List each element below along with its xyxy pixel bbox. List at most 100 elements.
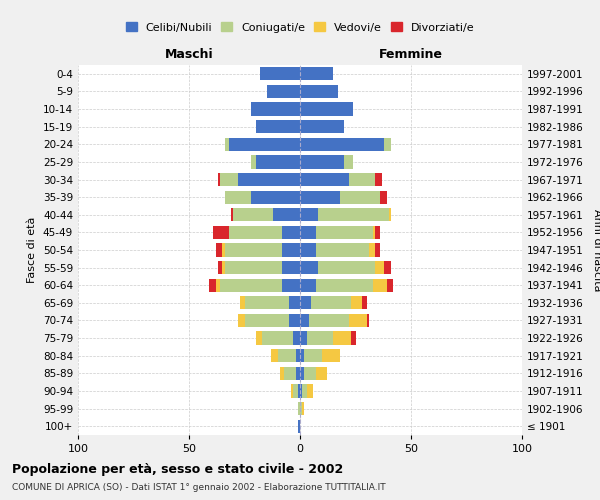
Bar: [316, 278, 373, 292]
Bar: [289, 296, 300, 310]
Bar: [322, 349, 340, 362]
Bar: [300, 278, 316, 292]
Bar: [334, 332, 351, 344]
Bar: [209, 278, 215, 292]
Bar: [318, 261, 376, 274]
Bar: [316, 366, 326, 380]
Bar: [300, 120, 344, 134]
Y-axis label: Anni di nascita: Anni di nascita: [592, 209, 600, 291]
Bar: [224, 138, 229, 151]
Bar: [293, 332, 300, 344]
Bar: [300, 85, 338, 98]
Bar: [284, 366, 296, 380]
Bar: [349, 173, 376, 186]
Bar: [300, 296, 311, 310]
Bar: [300, 332, 307, 344]
Bar: [316, 244, 369, 256]
Legend: Celibi/Nubili, Coniugati/e, Vedovi/e, Divorziati/e: Celibi/Nubili, Coniugati/e, Vedovi/e, Di…: [122, 19, 478, 36]
Bar: [376, 261, 385, 274]
Bar: [222, 261, 224, 274]
Bar: [304, 366, 316, 380]
Bar: [385, 261, 391, 274]
Bar: [385, 138, 391, 151]
Bar: [300, 261, 318, 274]
Bar: [291, 384, 293, 398]
Bar: [224, 244, 282, 256]
Bar: [344, 156, 353, 168]
Bar: [349, 314, 367, 327]
Bar: [386, 278, 393, 292]
Bar: [304, 349, 322, 362]
Bar: [300, 384, 302, 398]
Bar: [351, 332, 355, 344]
Bar: [278, 349, 296, 362]
Bar: [389, 208, 391, 222]
Bar: [218, 173, 220, 186]
Bar: [282, 244, 300, 256]
Bar: [309, 314, 349, 327]
Text: Femmine: Femmine: [379, 48, 443, 62]
Bar: [240, 296, 245, 310]
Bar: [222, 244, 224, 256]
Bar: [296, 349, 300, 362]
Bar: [229, 138, 300, 151]
Y-axis label: Fasce di età: Fasce di età: [28, 217, 37, 283]
Bar: [318, 208, 389, 222]
Bar: [224, 190, 251, 204]
Bar: [300, 173, 349, 186]
Bar: [300, 349, 304, 362]
Bar: [300, 156, 344, 168]
Bar: [280, 366, 284, 380]
Text: Maschi: Maschi: [164, 48, 214, 62]
Bar: [245, 314, 289, 327]
Bar: [300, 226, 316, 239]
Bar: [224, 261, 282, 274]
Bar: [300, 366, 304, 380]
Bar: [340, 190, 380, 204]
Bar: [220, 173, 238, 186]
Bar: [300, 102, 353, 116]
Text: COMUNE DI APRICA (SO) - Dati ISTAT 1° gennaio 2002 - Elaborazione TUTTITALIA.IT: COMUNE DI APRICA (SO) - Dati ISTAT 1° ge…: [12, 482, 386, 492]
Bar: [238, 314, 245, 327]
Bar: [251, 102, 300, 116]
Bar: [300, 208, 318, 222]
Bar: [214, 226, 229, 239]
Bar: [271, 349, 278, 362]
Bar: [300, 402, 302, 415]
Bar: [376, 226, 380, 239]
Bar: [266, 85, 300, 98]
Bar: [351, 296, 362, 310]
Bar: [238, 173, 300, 186]
Bar: [367, 314, 369, 327]
Bar: [233, 208, 274, 222]
Bar: [256, 120, 300, 134]
Bar: [282, 278, 300, 292]
Bar: [316, 226, 373, 239]
Bar: [231, 208, 233, 222]
Bar: [300, 190, 340, 204]
Bar: [229, 226, 282, 239]
Bar: [262, 332, 293, 344]
Bar: [373, 278, 386, 292]
Bar: [302, 384, 307, 398]
Bar: [300, 314, 309, 327]
Bar: [376, 244, 380, 256]
Bar: [302, 402, 304, 415]
Bar: [215, 278, 220, 292]
Bar: [220, 278, 282, 292]
Bar: [376, 173, 382, 186]
Bar: [256, 156, 300, 168]
Bar: [298, 402, 300, 415]
Bar: [218, 261, 223, 274]
Bar: [289, 314, 300, 327]
Bar: [369, 244, 376, 256]
Bar: [300, 244, 316, 256]
Bar: [296, 366, 300, 380]
Bar: [362, 296, 367, 310]
Bar: [282, 261, 300, 274]
Bar: [251, 190, 300, 204]
Bar: [256, 332, 262, 344]
Bar: [293, 384, 298, 398]
Bar: [307, 384, 313, 398]
Bar: [307, 332, 334, 344]
